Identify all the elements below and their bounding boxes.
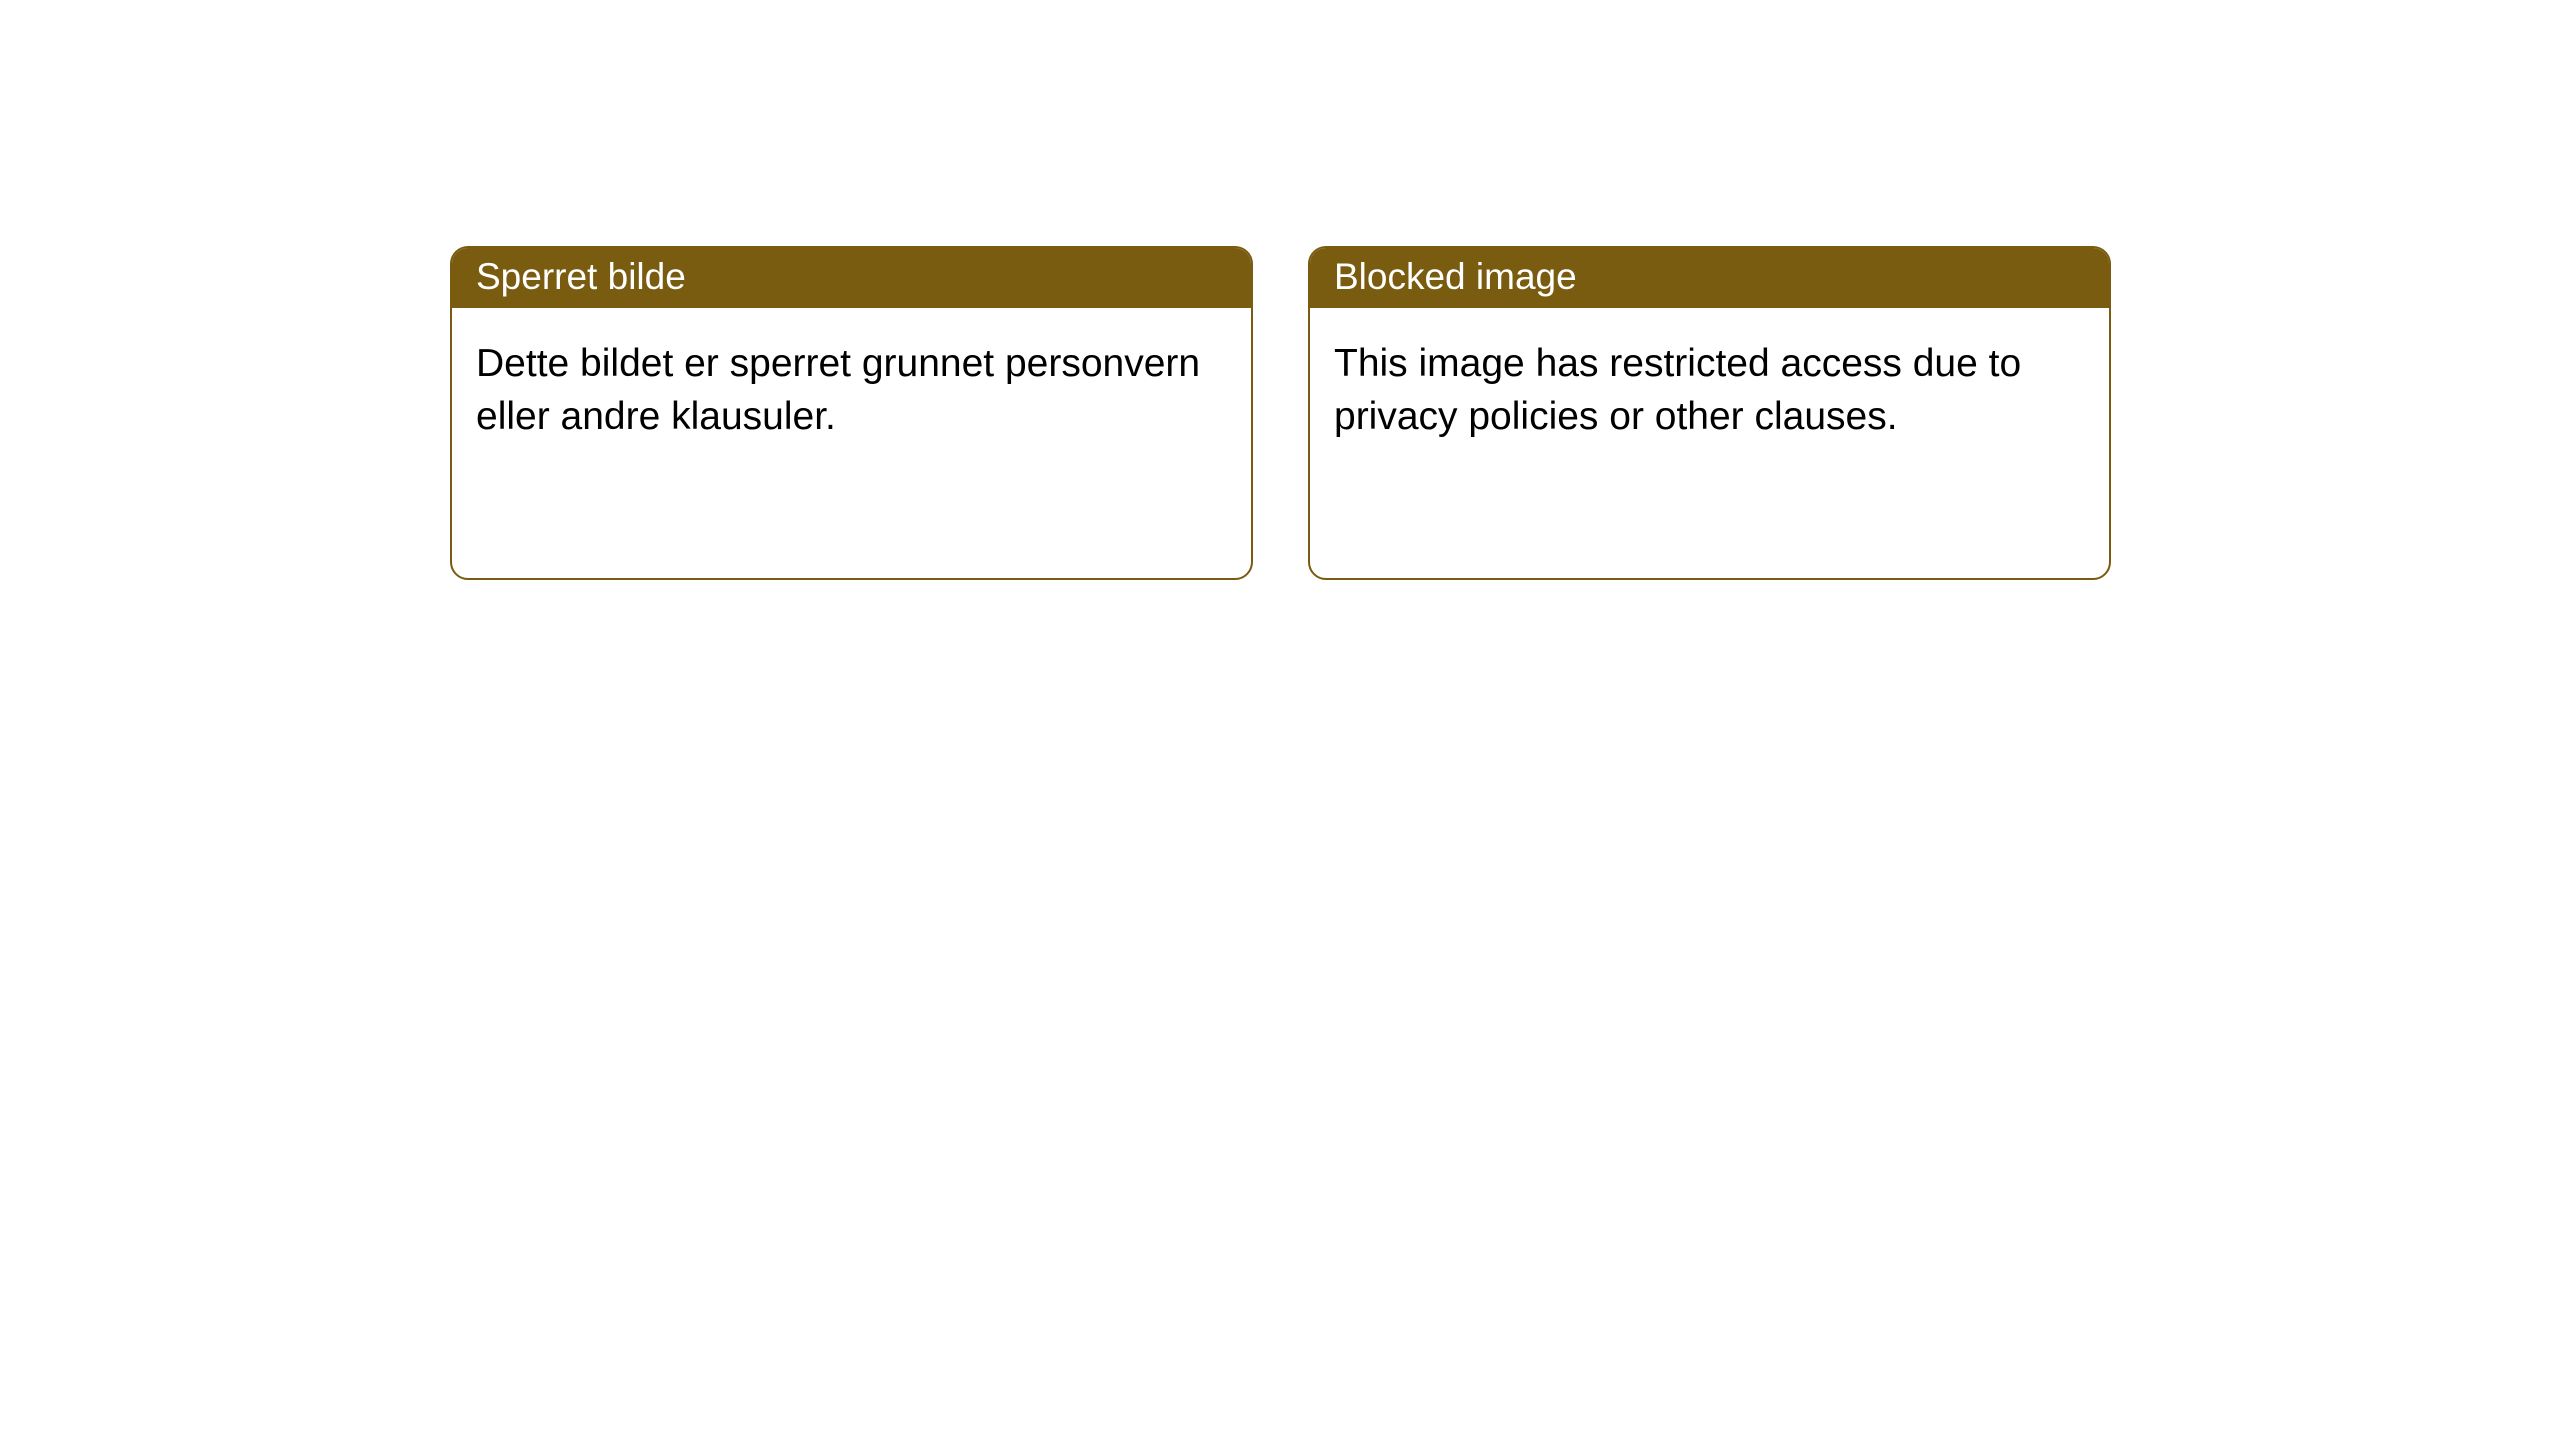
card-header-en: Blocked image (1310, 248, 2109, 308)
blocked-image-card-en: Blocked image This image has restricted … (1308, 246, 2111, 580)
card-header-no: Sperret bilde (452, 248, 1251, 308)
card-body-en: This image has restricted access due to … (1310, 308, 2109, 473)
card-body-no: Dette bildet er sperret grunnet personve… (452, 308, 1251, 473)
notice-cards-container: Sperret bilde Dette bildet er sperret gr… (0, 0, 2560, 580)
blocked-image-card-no: Sperret bilde Dette bildet er sperret gr… (450, 246, 1253, 580)
